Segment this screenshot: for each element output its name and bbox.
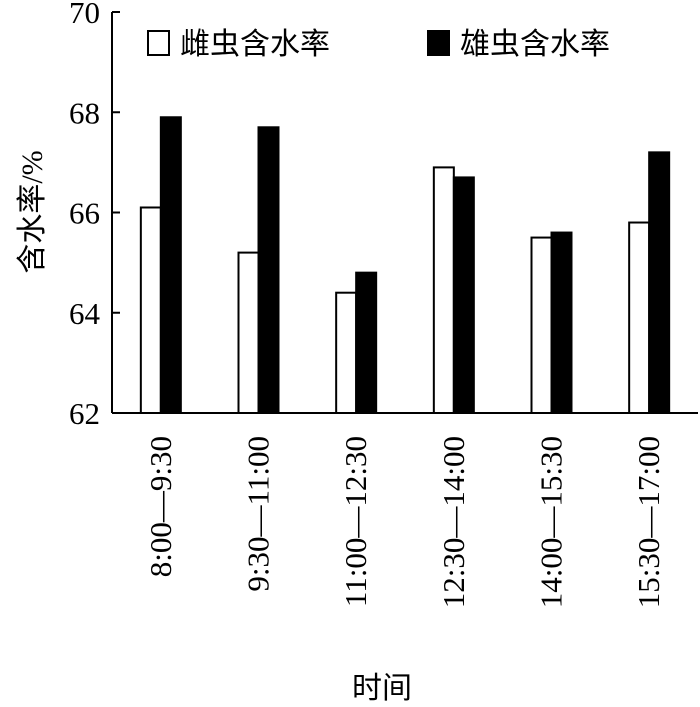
- bar-male: [550, 231, 573, 414]
- bar-male: [648, 151, 671, 414]
- legend-label: 雄虫含水率: [460, 28, 610, 61]
- y-tick-label: 64: [69, 296, 101, 331]
- x-tick-label: 9:30—11:00: [241, 436, 276, 592]
- y-tick-label: 68: [69, 95, 100, 130]
- y-tick-label: 70: [69, 0, 100, 30]
- x-tick-label: 15:30—17:00: [631, 436, 666, 608]
- bar-female: [530, 236, 553, 414]
- x-axis-title: 时间: [352, 672, 412, 705]
- bar-male: [355, 271, 378, 414]
- bar-male: [257, 126, 280, 414]
- bar-female: [432, 166, 455, 414]
- bar-female: [139, 206, 162, 414]
- x-tick-label: 12:30—14:00: [436, 436, 471, 608]
- x-tick-label: 8:00—9:30: [143, 436, 178, 577]
- bars: [139, 116, 671, 415]
- bar-male: [452, 176, 475, 414]
- legend: 雌虫含水率 雄虫含水率: [147, 28, 610, 61]
- bar-male: [159, 116, 182, 414]
- x-tick-label: 14:00—15:30: [534, 436, 569, 608]
- x-axis-labels: 8:00—9:30 9:30—11:00 11:00—12:30 12:30—14:0…: [143, 436, 666, 608]
- legend-swatch: [427, 30, 450, 56]
- bar-female: [237, 251, 260, 414]
- legend-label: 雌虫含水率: [180, 28, 330, 61]
- y-tick-label: 66: [69, 196, 100, 231]
- y-axis-title: 含水率/%: [16, 150, 49, 273]
- y-axis-ticks: 62 64 66 68 70: [69, 0, 120, 431]
- bar-female: [628, 221, 651, 414]
- x-tick-label: 11:00—12:30: [338, 436, 373, 607]
- bar-female: [335, 291, 358, 415]
- y-tick-label: 62: [69, 396, 100, 431]
- legend-swatch: [147, 30, 170, 56]
